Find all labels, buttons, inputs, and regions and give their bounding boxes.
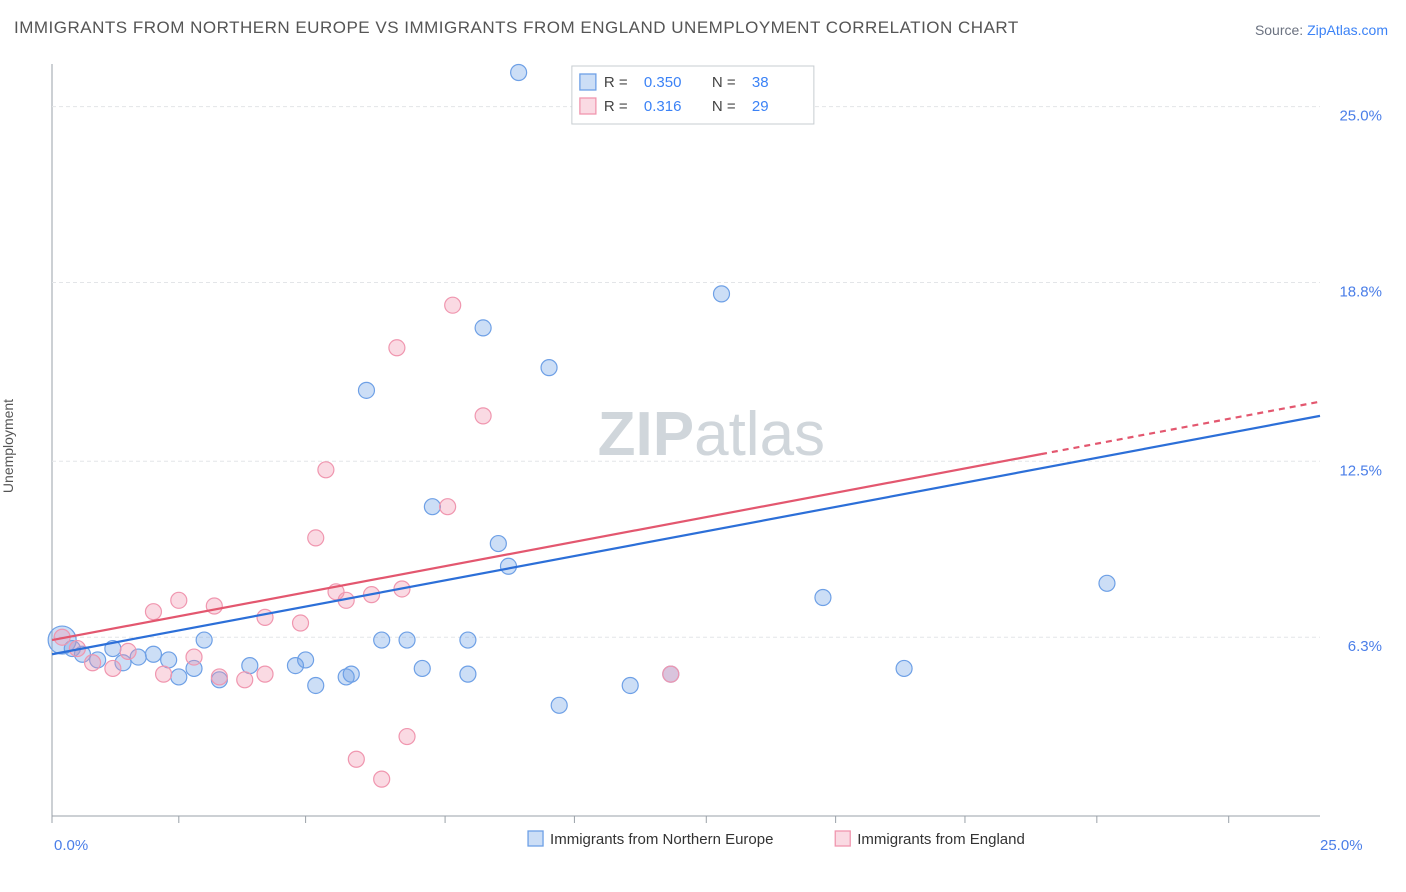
data-point — [161, 652, 177, 668]
data-point — [445, 297, 461, 313]
data-point — [145, 646, 161, 662]
data-point — [242, 658, 258, 674]
source-prefix: Source: — [1255, 22, 1307, 38]
legend-n-label: N = — [712, 98, 736, 115]
data-point — [399, 632, 415, 648]
data-point — [105, 660, 121, 676]
data-point — [257, 666, 273, 682]
data-point — [156, 666, 172, 682]
legend-swatch — [580, 98, 596, 114]
data-point — [389, 340, 405, 356]
legend-r-value: 0.316 — [644, 98, 682, 115]
data-point — [196, 632, 212, 648]
legend-r-value: 0.350 — [644, 74, 682, 91]
legend-r-label: R = — [604, 74, 628, 91]
data-point — [186, 649, 202, 665]
data-point — [374, 771, 390, 787]
data-point — [414, 660, 430, 676]
data-point — [293, 615, 309, 631]
x-axis-label: 25.0% — [1320, 837, 1363, 854]
scatter-plot: 6.3% 12.5% 18.8% 25.0% ZIPatlas 0.0% 25.0% Immi… — [46, 60, 1388, 862]
data-point — [374, 632, 390, 648]
data-point — [308, 677, 324, 693]
chart-area: 6.3% 12.5% 18.8% 25.0% ZIPatlas 0.0% 25.0% Immi… — [46, 60, 1388, 862]
data-point — [318, 462, 334, 478]
data-point — [120, 643, 136, 659]
data-point — [358, 382, 374, 398]
data-point — [622, 677, 638, 693]
data-point — [211, 669, 227, 685]
data-point — [460, 666, 476, 682]
data-point — [343, 666, 359, 682]
data-point — [551, 697, 567, 713]
y-tick-label: 12.5% — [1339, 462, 1382, 479]
data-point — [298, 652, 314, 668]
data-point — [257, 609, 273, 625]
data-point — [348, 751, 364, 767]
data-point — [541, 360, 557, 376]
legend-n-value: 29 — [752, 98, 769, 115]
data-point — [475, 320, 491, 336]
legend-swatch — [580, 74, 596, 90]
source-link[interactable]: ZipAtlas.com — [1307, 22, 1388, 38]
data-point — [460, 632, 476, 648]
chart-title: IMMIGRANTS FROM NORTHERN EUROPE VS IMMIG… — [14, 18, 1019, 38]
trend-line-dashed — [1041, 402, 1320, 454]
y-axis-label: Unemployment — [0, 399, 16, 493]
legend-r-label: R = — [604, 98, 628, 115]
trend-line — [52, 454, 1041, 640]
data-point — [511, 65, 527, 81]
data-point — [85, 655, 101, 671]
data-point — [896, 660, 912, 676]
y-tick-label: 18.8% — [1339, 284, 1382, 301]
data-point — [1099, 575, 1115, 591]
data-point — [424, 499, 440, 515]
y-tick-label: 25.0% — [1339, 108, 1382, 125]
data-point — [475, 408, 491, 424]
data-point — [399, 729, 415, 745]
data-point — [714, 286, 730, 302]
data-point — [815, 589, 831, 605]
x-axis-label: 0.0% — [54, 837, 88, 854]
data-point — [237, 672, 253, 688]
data-point — [308, 530, 324, 546]
legend-label: Immigrants from England — [857, 831, 1025, 848]
legend-n-value: 38 — [752, 74, 769, 91]
y-tick-label: 6.3% — [1348, 638, 1382, 655]
data-point — [145, 604, 161, 620]
data-point — [490, 536, 506, 552]
data-point — [440, 499, 456, 515]
legend-swatch — [835, 831, 850, 846]
legend-label: Immigrants from Northern Europe — [550, 831, 773, 848]
legend-swatch — [528, 831, 543, 846]
source-attribution: Source: ZipAtlas.com — [1255, 22, 1388, 38]
data-point — [171, 592, 187, 608]
data-point — [171, 669, 187, 685]
data-point — [663, 666, 679, 682]
legend-n-label: N = — [712, 74, 736, 91]
watermark: ZIPatlas — [598, 400, 825, 469]
